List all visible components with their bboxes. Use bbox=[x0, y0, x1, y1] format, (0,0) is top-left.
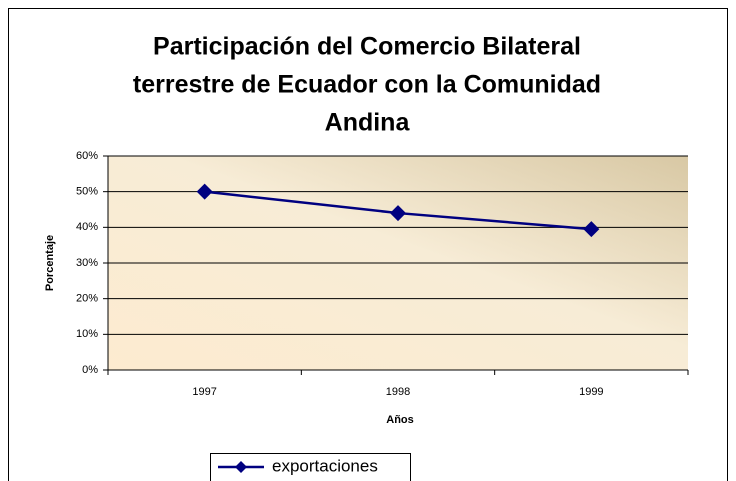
y-tick-label: 60% bbox=[76, 150, 98, 162]
y-tick-label: 0% bbox=[82, 364, 98, 376]
chart-border bbox=[8, 8, 728, 481]
marker bbox=[196, 183, 213, 200]
legend-marker bbox=[235, 461, 247, 473]
y-tick-label: 40% bbox=[76, 221, 98, 233]
y-tick-label: 10% bbox=[76, 328, 98, 340]
legend-label: exportaciones bbox=[272, 456, 378, 475]
x-tick-label: 1999 bbox=[579, 386, 603, 398]
chart-title: Participación del Comercio Bilateral bbox=[153, 33, 581, 61]
chart-title: Andina bbox=[325, 109, 411, 137]
y-tick-label: 20% bbox=[76, 293, 98, 305]
x-axis-label: Años bbox=[386, 414, 414, 426]
x-tick-label: 1997 bbox=[192, 386, 216, 398]
chart-title: terrestre de Ecuador con la Comunidad bbox=[133, 71, 601, 99]
y-tick-label: 30% bbox=[76, 257, 98, 269]
x-tick-label: 1998 bbox=[386, 386, 410, 398]
y-axis-label: Porcentaje bbox=[44, 235, 56, 291]
y-tick-label: 50% bbox=[76, 186, 98, 198]
marker bbox=[583, 221, 600, 238]
marker bbox=[390, 205, 406, 222]
